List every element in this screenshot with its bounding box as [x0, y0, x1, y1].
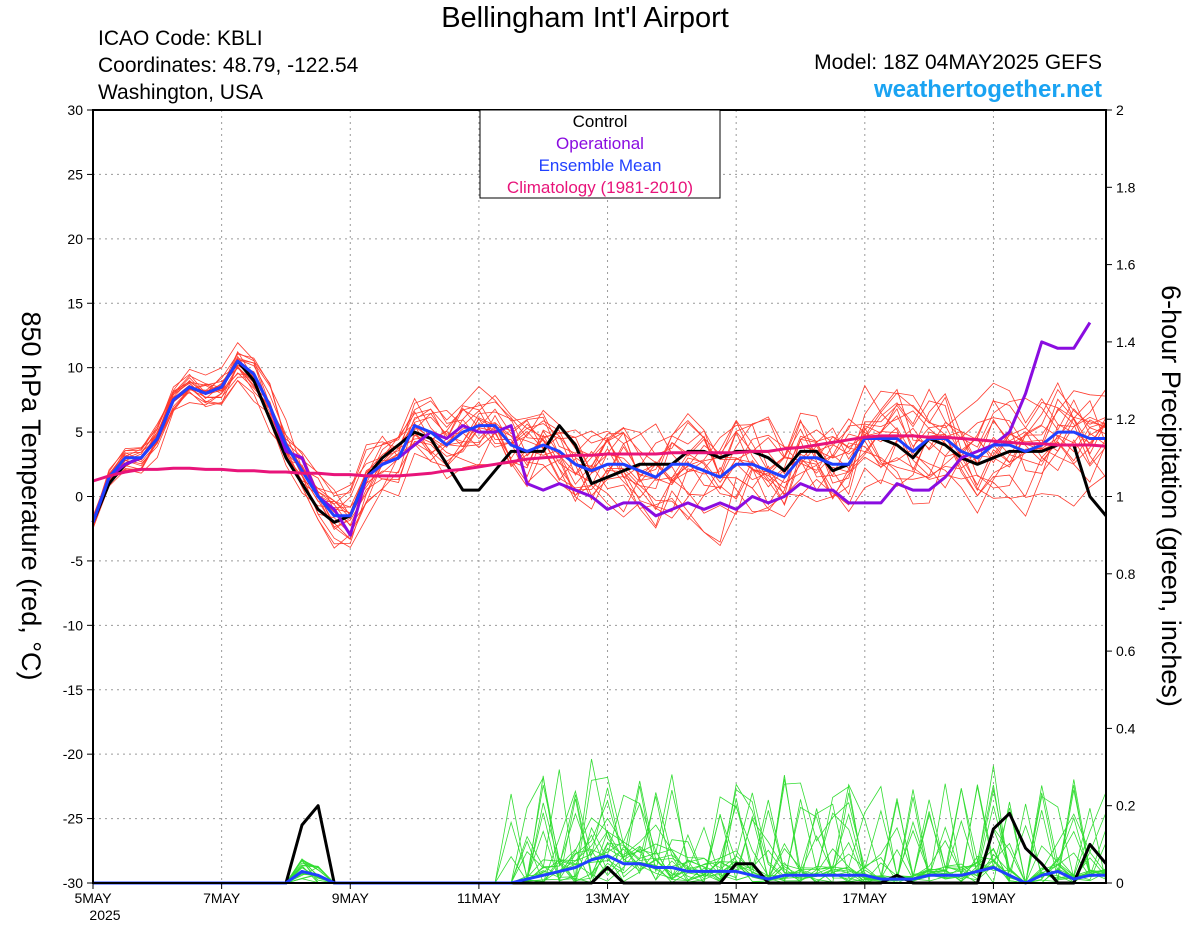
y-tick-label-right: 0.8	[1116, 566, 1136, 582]
site-name[interactable]: weathertogether.net	[873, 76, 1102, 103]
legend-entry: Operational	[556, 134, 644, 153]
x-tick-label: 13MAY	[585, 890, 631, 906]
y-tick-label-right: 0.2	[1116, 798, 1136, 814]
y-tick-label-right: 0.6	[1116, 643, 1136, 659]
legend: Control Operational Ensemble Mean Climatolo…	[479, 109, 721, 199]
y-tick-label-left: -30	[63, 875, 83, 891]
legend-box	[479, 109, 721, 199]
y-tick-label-right: 1.6	[1116, 257, 1136, 273]
y-tick-label-left: -15	[63, 682, 83, 698]
axis-ticks: 302520151050-5-10-15-20-25-3021.81.61.41…	[63, 102, 1136, 923]
x-tick-label: 7MAY	[203, 890, 241, 906]
ensemble-member-temp	[92, 358, 1107, 541]
y-tick-label-left: -10	[63, 617, 83, 633]
x-tick-label: 15MAY	[714, 890, 760, 906]
series-control	[91, 359, 1108, 524]
y-tick-label-left: -20	[63, 746, 83, 762]
y-tick-label-right: 0.4	[1116, 720, 1136, 736]
legend-entry: Climatology (1981-2010)	[507, 178, 693, 197]
ensemble-member-precip	[93, 798, 1107, 884]
x-tick-label: 5MAY	[74, 890, 112, 906]
ensemble-member-temp	[92, 376, 1107, 540]
grid-lines	[93, 110, 1106, 883]
ensemble-member-precip	[93, 779, 1107, 884]
y-tick-label-left: 20	[67, 231, 83, 247]
legend-entry: Ensemble Mean	[539, 156, 662, 175]
y-tick-label-left: 5	[75, 424, 83, 440]
y-tick-label-left: -5	[71, 553, 84, 569]
y-tick-label-left: 10	[67, 360, 83, 376]
x-tick-label: 9MAY	[332, 890, 370, 906]
x-tick-label: 19MAY	[971, 890, 1017, 906]
series-climatology-1981-2010	[92, 434, 1107, 483]
y-tick-label-right: 1.8	[1116, 179, 1136, 195]
y-tick-label-left: 25	[67, 166, 83, 182]
y-tick-label-right: 2	[1116, 102, 1124, 118]
y-tick-label-right: 1	[1116, 489, 1124, 505]
coordinates: Coordinates: 48.79, -122.54	[98, 54, 359, 77]
model-run: Model: 18Z 04MAY2025 GEFS	[814, 51, 1102, 74]
ensemble-member-precip	[93, 778, 1107, 884]
y-tick-label-left: 30	[67, 102, 83, 118]
x-tick-label: 11MAY	[457, 890, 501, 906]
y-axis-label-right: 6-hour Precipitation (green, inches)	[1156, 285, 1186, 707]
ensemble-member-temp	[92, 365, 1107, 549]
ensemble-members	[92, 342, 1107, 885]
region: Washington, USA	[98, 81, 263, 104]
ensemble-member-temp	[92, 379, 1107, 530]
icao-code: ICAO Code: KBLI	[98, 27, 263, 50]
x-year-label: 2025	[89, 907, 120, 923]
y-tick-label-right: 0	[1116, 875, 1124, 891]
ensemble-member-precip	[93, 796, 1107, 884]
ensemble-member-temp	[92, 373, 1107, 545]
y-tick-label-left: 15	[67, 295, 83, 311]
y-tick-label-right: 1.4	[1116, 334, 1136, 350]
x-tick-label: 17MAY	[842, 890, 888, 906]
series-operational	[91, 321, 1092, 537]
ensemble-member-temp	[92, 379, 1107, 529]
y-axis-label-left: 850 hPa Temperature (red, °C)	[16, 312, 46, 681]
y-tick-label-right: 1.2	[1116, 411, 1136, 427]
ensemble-member-temp	[92, 352, 1107, 521]
y-tick-label-left: -25	[63, 811, 83, 827]
ensemble-member-temp	[92, 353, 1107, 547]
chart-title: Bellingham Int'l Airport	[441, 2, 729, 34]
legend-entry: Control	[573, 112, 628, 131]
y-tick-label-left: 0	[75, 489, 83, 505]
